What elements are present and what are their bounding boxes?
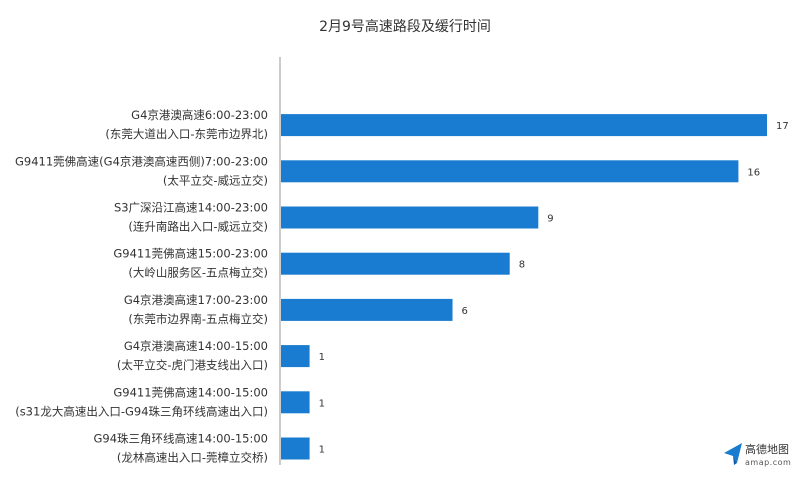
bar — [281, 114, 767, 137]
bar-value-label: 8 — [519, 260, 525, 271]
category-label-section: (大岭山服务区-五点梅立交) — [128, 266, 268, 280]
category-label-route: G4京港澳高速6:00-23:00 — [131, 108, 268, 122]
bar — [281, 160, 739, 183]
category-label-section: (东莞市边界南-五点梅立交) — [128, 312, 268, 326]
category-label-route: G4京港澳高速14:00-15:00 — [124, 339, 268, 353]
bar-value-label: 1 — [319, 398, 325, 409]
bar-value-label: 6 — [462, 306, 468, 317]
bar-value-label: 1 — [319, 445, 325, 456]
category-label-route: G9411莞佛高速15:00-23:00 — [113, 247, 268, 261]
chart-title: 2月9号高速路段及缓行时间 — [319, 19, 491, 35]
category-label-route: G9411莞佛高速14:00-15:00 — [113, 385, 268, 399]
bar — [281, 391, 310, 414]
logo-domain: amap.com — [745, 458, 791, 467]
category-label-section: (s31龙大高速出入口-G94珠三角环线高速出入口) — [15, 404, 268, 418]
category-label-route: S3广深沿江高速14:00-23:00 — [114, 201, 268, 215]
bar — [281, 252, 510, 275]
bar-value-label: 17 — [776, 121, 789, 132]
category-label-section: (东莞大道出入口-东莞市边界北) — [105, 127, 268, 141]
logo-name: 高德地图 — [745, 442, 789, 456]
category-label-section: (太平立交-虎门港支线出入口) — [117, 358, 268, 372]
bar — [281, 345, 310, 368]
bar-value-label: 9 — [547, 214, 553, 225]
category-label-section: (太平立交-威远立交) — [163, 173, 268, 187]
paper-plane-icon — [724, 443, 742, 465]
category-label-section: (龙林高速出入口-莞樟立交桥) — [117, 451, 268, 465]
category-label-route: G9411莞佛高速(G4京港澳高速西侧)7:00-23:00 — [15, 154, 268, 168]
bar — [281, 206, 539, 229]
category-label-section: (连升南路出入口-威远立交) — [128, 220, 268, 234]
bar — [281, 298, 453, 321]
amap-logo: 高德地图 amap.com — [724, 442, 791, 467]
bar-value-label: 1 — [319, 352, 325, 363]
category-label-route: G94珠三角环线高速14:00-15:00 — [94, 432, 268, 446]
bar — [281, 437, 310, 460]
category-label-route: G4京港澳高速17:00-23:00 — [124, 293, 268, 307]
bar-value-label: 16 — [747, 167, 760, 178]
